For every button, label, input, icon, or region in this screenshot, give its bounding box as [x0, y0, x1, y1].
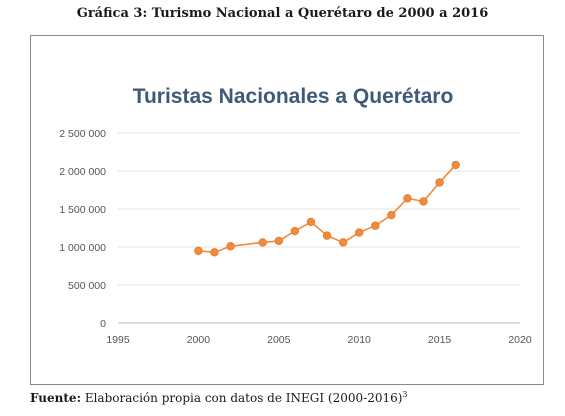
x-tick-label: 2020 [508, 334, 532, 346]
figure-caption: Gráfica 3: Turismo Nacional a Querétaro … [76, 6, 489, 21]
data-point [338, 238, 348, 247]
data-point [419, 197, 428, 206]
data-point [355, 228, 364, 237]
data-series [194, 160, 460, 257]
series-line [198, 164, 457, 254]
data-point [258, 238, 267, 247]
source-footnote-mark: 3 [402, 390, 408, 399]
chart-title: Turistas Nacionales a Querétaro [133, 85, 454, 108]
data-point [371, 221, 380, 230]
y-tick-label: 1 000 000 [59, 242, 106, 254]
y-tick-label: 1 500 000 [59, 204, 106, 216]
data-point [210, 248, 219, 257]
x-tick-label: 2005 [267, 334, 291, 346]
x-axis-ticks: 1995 2000 2005 2010 2015 2020 [106, 334, 532, 346]
data-point [403, 194, 412, 203]
data-point [194, 246, 203, 255]
source-label: Fuente: [30, 391, 81, 405]
x-tick-label: 2010 [348, 334, 372, 346]
y-tick-label: 2 500 000 [59, 128, 106, 140]
y-axis-ticks: 0 500 000 1 000 000 1 500 000 2 000 000 2 500… [59, 128, 106, 330]
y-tick-label: 500 000 [68, 280, 106, 292]
grid [118, 132, 520, 324]
data-point [322, 231, 332, 240]
data-point [290, 226, 300, 236]
data-point [226, 242, 235, 251]
data-point [306, 217, 316, 227]
data-point [435, 178, 444, 187]
y-tick-label: 2 000 000 [59, 166, 106, 178]
x-tick-label: 2015 [428, 334, 452, 346]
x-tick-label: 1995 [106, 334, 130, 346]
source-text: Elaboración propia con datos de INEGI (2… [84, 391, 403, 405]
data-point [274, 236, 283, 246]
y-tick-label: 0 [100, 318, 106, 330]
data-point [387, 210, 396, 220]
x-tick-label: 2000 [187, 334, 211, 346]
figure-source: Fuente: Elaboración propia con datos de … [30, 390, 408, 405]
data-point [451, 160, 460, 170]
chart-frame [30, 35, 544, 385]
